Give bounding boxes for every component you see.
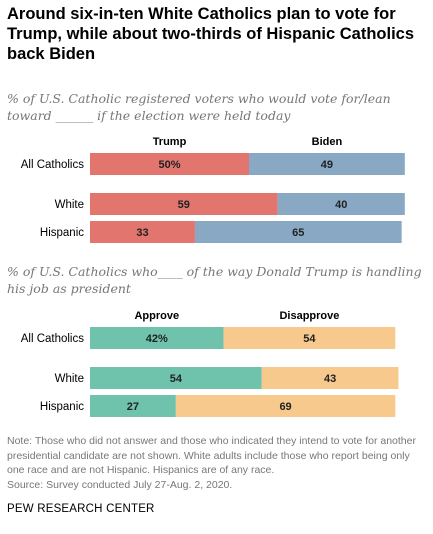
- chart-subtitle-approval: % of U.S. Catholics who____ of the way D…: [7, 264, 422, 296]
- category-label-hispanic: Hispanic: [40, 227, 84, 239]
- data-label-approve-all-catholics: 42%: [146, 333, 168, 345]
- data-label-biden-hispanic: 65: [292, 227, 304, 239]
- vote-chart: Trump Biden All Catholics 50% 49 White 59 40 His…: [21, 136, 405, 243]
- data-label-disapprove-hispanic: 69: [279, 401, 291, 413]
- bar-biden-all-catholics: [249, 153, 405, 175]
- footer-logo: PEW RESEARCH CENTER: [7, 503, 155, 515]
- bar-disapprove-all-catholics: [223, 327, 396, 349]
- bar-biden-hispanic: [194, 221, 402, 243]
- data-label-biden-all-catholics: 49: [321, 159, 333, 171]
- category-label-all-catholics: All Catholics: [21, 159, 85, 171]
- bar-biden-white: [277, 193, 405, 215]
- data-label-approve-hispanic: 27: [127, 401, 139, 413]
- category-label-all-catholics: All Catholics: [21, 333, 85, 345]
- approval-chart: Approve Disapprove All Catholics 42% 54 White…: [21, 310, 399, 417]
- bar-approve-white: [90, 367, 262, 389]
- data-label-biden-white: 40: [335, 199, 347, 211]
- data-label-trump-white: 59: [178, 199, 190, 211]
- data-label-trump-hispanic: 33: [136, 227, 148, 239]
- legend-trump: Trump: [153, 136, 187, 148]
- note: Note: Those who did not answer and those…: [7, 434, 429, 492]
- bar-disapprove-white: [261, 367, 399, 389]
- chart-subtitle-vote: % of U.S. Catholic registered voters who…: [7, 91, 391, 123]
- legend-disapprove: Disapprove: [279, 310, 339, 322]
- bar-trump-hispanic: [90, 221, 195, 243]
- category-label-white: White: [55, 199, 84, 211]
- legend-approve: Approve: [134, 310, 179, 322]
- category-label-white: White: [55, 373, 84, 385]
- legend-biden: Biden: [312, 136, 343, 148]
- category-label-hispanic: Hispanic: [40, 401, 84, 413]
- data-label-trump-all-catholics: 50%: [158, 159, 180, 171]
- bar-approve-hispanic: [90, 395, 176, 417]
- chart-title: Around six-in-ten White Catholics plan t…: [7, 5, 415, 63]
- data-label-disapprove-white: 43: [324, 373, 336, 385]
- source-text: Source: Survey conducted July 27-Aug. 2,…: [7, 478, 233, 491]
- data-label-approve-white: 54: [170, 373, 183, 385]
- bar-trump-white: [90, 193, 278, 215]
- data-label-disapprove-all-catholics: 54: [303, 333, 316, 345]
- bar-disapprove-hispanic: [175, 395, 396, 417]
- bar-trump-all-catholics: [90, 153, 249, 175]
- bar-approve-all-catholics: [90, 327, 224, 349]
- note-text: Note: Those who did not answer and those…: [7, 435, 416, 476]
